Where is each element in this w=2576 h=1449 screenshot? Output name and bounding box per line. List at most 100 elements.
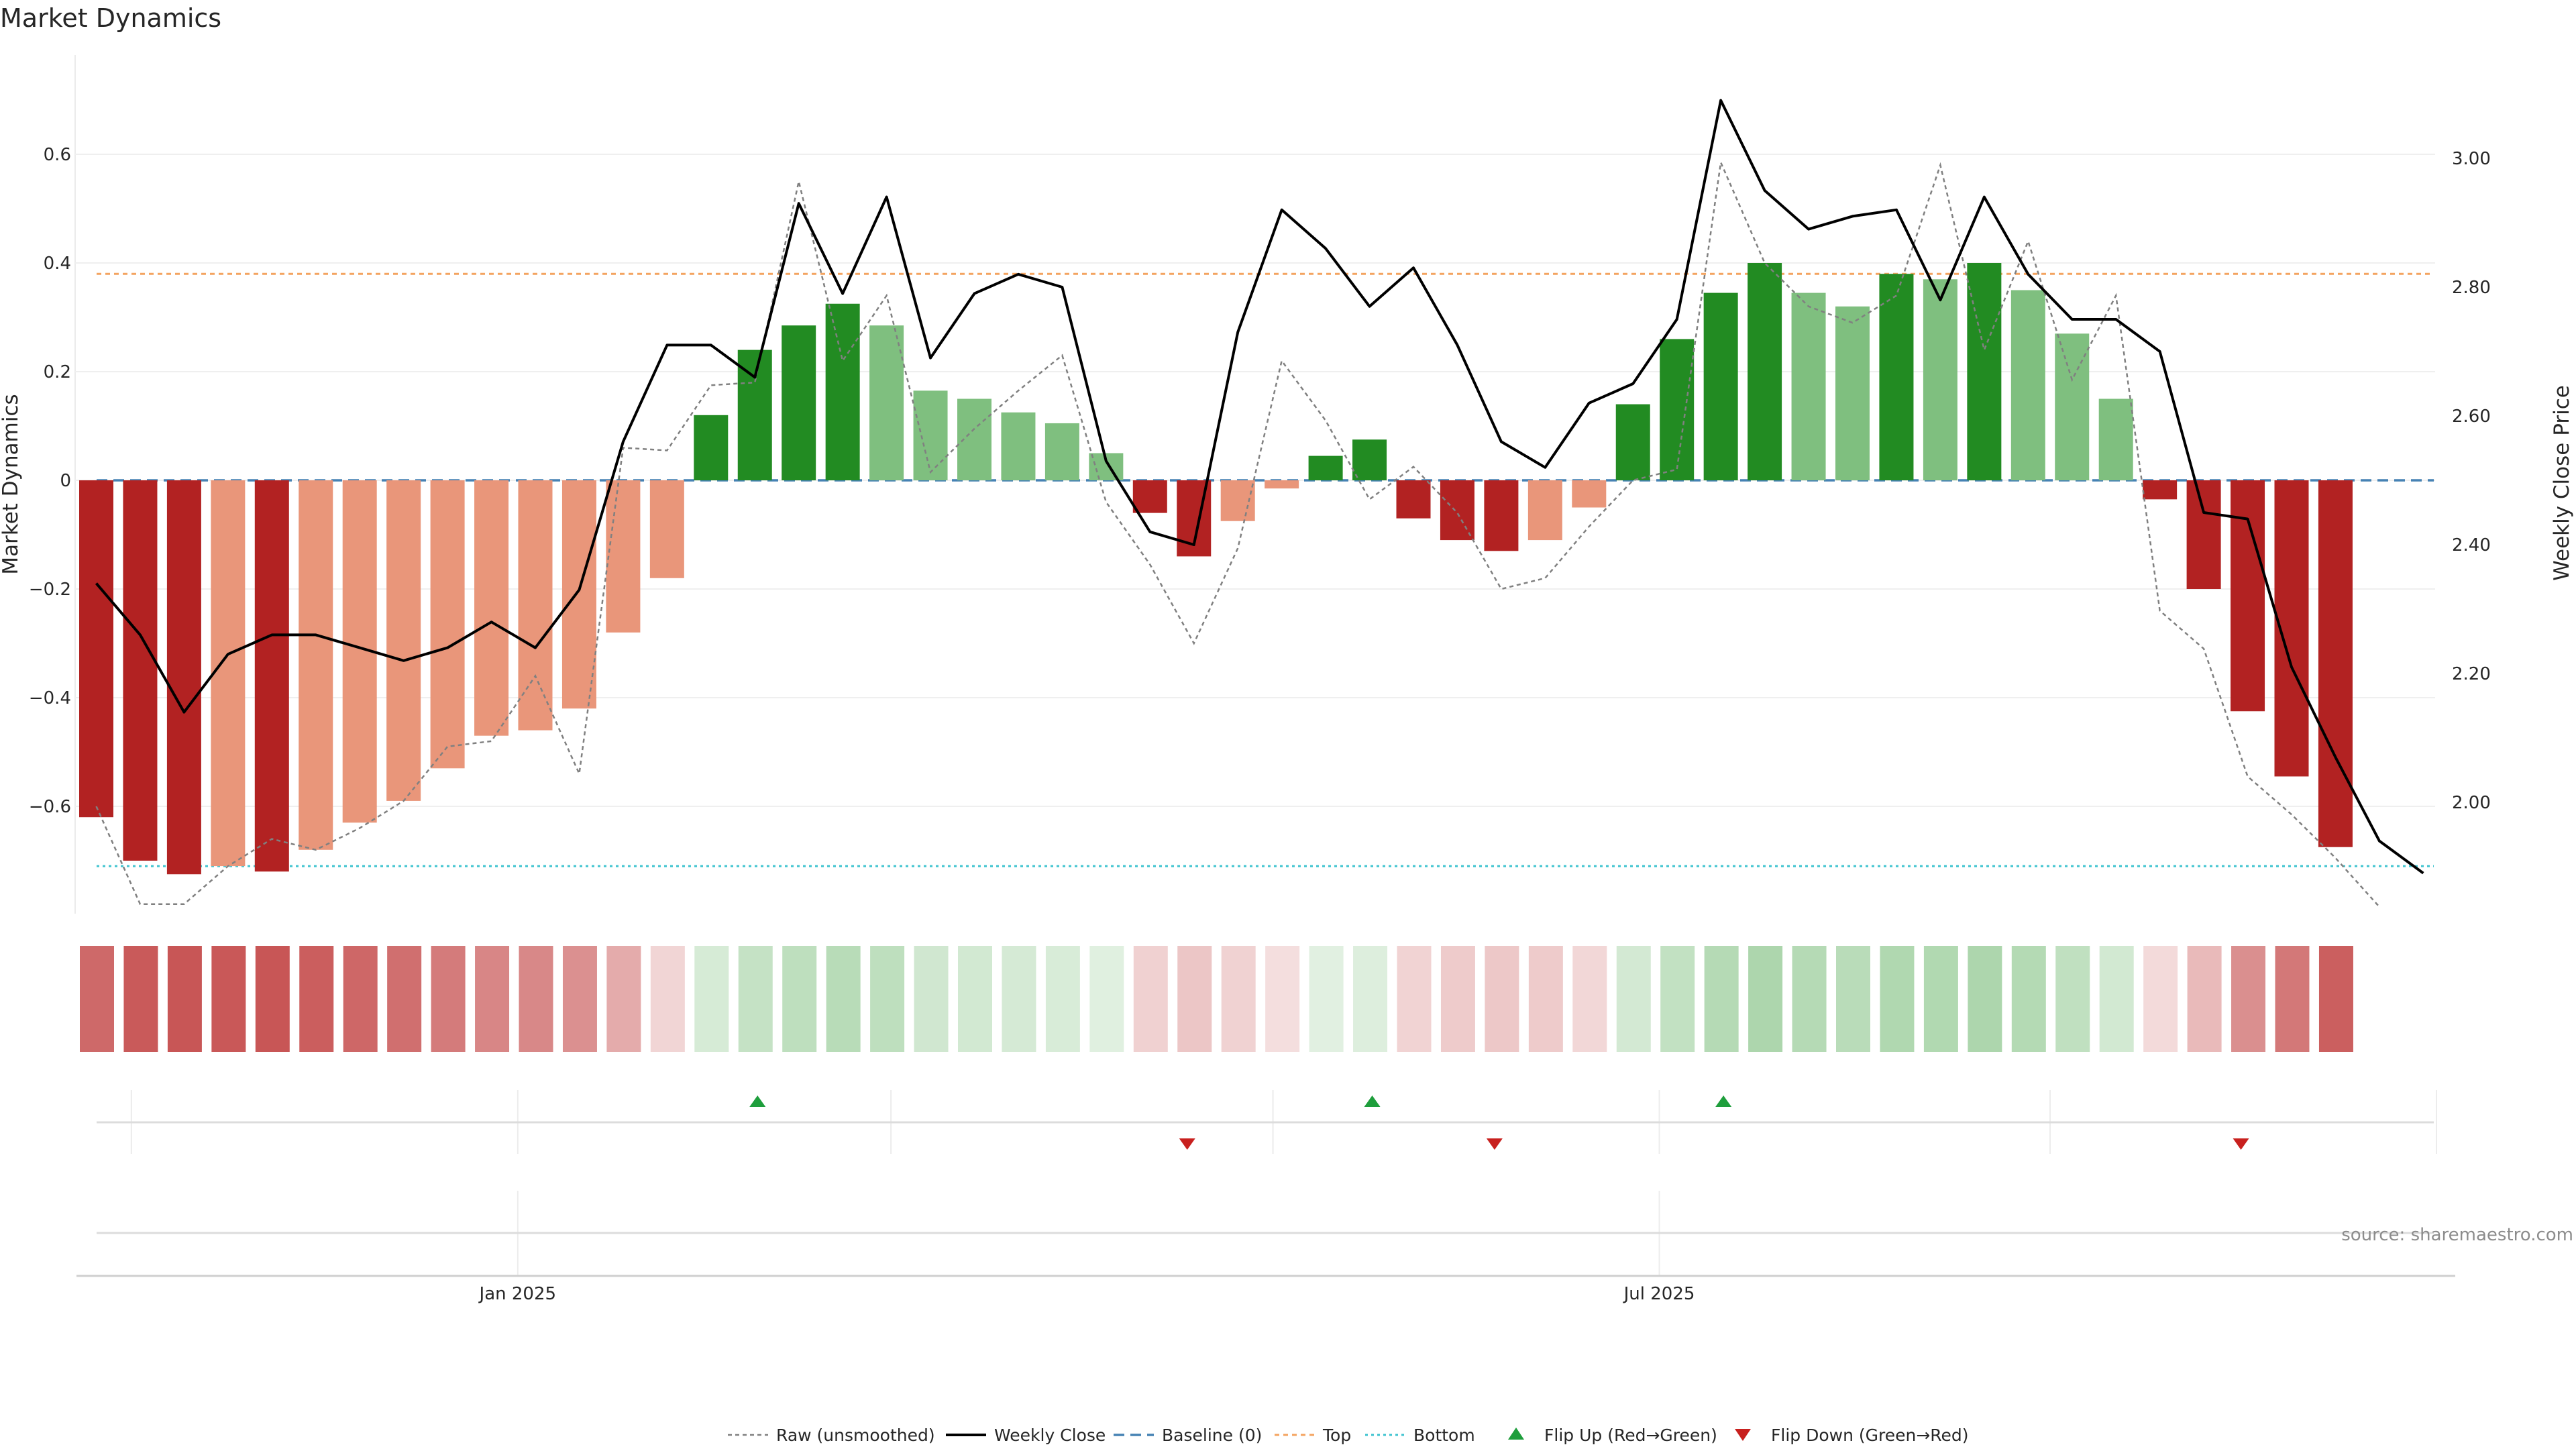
- momentum-bar: [606, 480, 641, 633]
- legend-label: Top: [1322, 1426, 1351, 1445]
- momentum-bar: [1484, 480, 1519, 551]
- chart-legend: Raw (unsmoothed) Weekly Close Baseline (0)…: [728, 1426, 1969, 1445]
- right-axis-label: Weekly Close Price: [2550, 385, 2574, 581]
- heat-cell: [1177, 946, 1212, 1052]
- momentum-bar: [2055, 333, 2090, 480]
- momentum-bar: [1703, 292, 1738, 480]
- momentum-bar: [430, 480, 465, 769]
- source-note: source: sharemaestro.com: [2341, 1225, 2573, 1245]
- flip-up-marker: [749, 1095, 766, 1107]
- flip-down-marker: [1179, 1138, 1195, 1150]
- right-tick-label: 3.00: [2452, 149, 2491, 169]
- legend-label: Bottom: [1413, 1426, 1475, 1445]
- momentum-bar: [1660, 339, 1695, 480]
- heat-cell: [387, 946, 422, 1052]
- weekly-close-line: [95, 99, 2424, 875]
- momentum-bar: [913, 390, 948, 480]
- heat-cell: [1089, 946, 1124, 1052]
- momentum-bar: [1352, 439, 1387, 480]
- momentum-bar: [1835, 306, 1870, 480]
- heat-cell: [1485, 946, 1519, 1052]
- legend-label: Flip Down (Green→Red): [1771, 1426, 1969, 1445]
- legend-swatch-flip-up: [1508, 1428, 1524, 1440]
- legend-item-raw: Raw (unsmoothed): [728, 1426, 935, 1445]
- momentum-bar: [123, 480, 158, 861]
- momentum-bar: [2010, 290, 2045, 480]
- momentum-bar: [2143, 480, 2178, 500]
- momentum-bar: [1132, 480, 1167, 513]
- momentum-bar: [782, 325, 816, 480]
- momentum-bar: [1001, 412, 1036, 480]
- momentum-bar: [737, 350, 772, 480]
- momentum-bar: [1967, 263, 2002, 480]
- momentum-bar: [1044, 423, 1079, 480]
- legend-swatch-flip-down: [1735, 1429, 1751, 1441]
- heat-cell: [782, 946, 817, 1052]
- raw-unsmoothed-series: [95, 159, 2380, 908]
- left-tick-label: −0.6: [29, 797, 71, 817]
- heat-cell: [1440, 946, 1475, 1052]
- heat-cell: [1748, 946, 1783, 1052]
- heat-cell: [431, 946, 466, 1052]
- momentum-bar: [1791, 292, 1826, 480]
- heat-cell: [2318, 946, 2353, 1052]
- heat-cell: [1572, 946, 1607, 1052]
- heat-cell: [1968, 946, 2002, 1052]
- heat-cell: [1660, 946, 1695, 1052]
- heat-cell: [1002, 946, 1036, 1052]
- momentum-bar: [2318, 480, 2353, 847]
- right-tick-label: 2.40: [2452, 535, 2491, 555]
- weekly-close-series: [95, 99, 2424, 875]
- legend-item-flipup: Flip Up (Red→Green): [1508, 1426, 1717, 1445]
- heat-cell: [2055, 946, 2090, 1052]
- heat-strip-panel: [80, 946, 2353, 1052]
- momentum-bar: [561, 480, 596, 709]
- heat-cell: [2275, 946, 2310, 1052]
- heat-cell: [2099, 946, 2134, 1052]
- momentum-bar: [254, 480, 289, 872]
- left-tick-label: 0: [60, 471, 71, 491]
- momentum-bar: [518, 480, 553, 731]
- momentum-bar: [649, 480, 684, 578]
- legend-item-baseline: Baseline (0): [1114, 1426, 1262, 1445]
- heat-cell: [826, 946, 861, 1052]
- heat-cell: [1133, 946, 1168, 1052]
- left-tick-label: 0.2: [44, 362, 71, 382]
- heat-cell: [870, 946, 905, 1052]
- left-axis-label: Market Dynamics: [0, 394, 23, 574]
- x-axis-ticks: Jan 2025 Jul 2025: [478, 1284, 1695, 1304]
- heat-cell: [1045, 946, 1080, 1052]
- momentum-bar: [79, 480, 113, 818]
- momentum-bar: [299, 480, 333, 850]
- heat-cell: [343, 946, 378, 1052]
- momentum-bars: [79, 263, 2353, 875]
- momentum-bar: [694, 415, 729, 480]
- left-tick-label: 0.6: [44, 145, 71, 165]
- date-axis-panel: Jan 2025 Jul 2025 source: sharemaestro.co…: [76, 1191, 2573, 1304]
- heat-cell: [2187, 946, 2222, 1052]
- momentum-bar: [1440, 480, 1474, 541]
- heat-cell: [80, 946, 114, 1052]
- heat-cell: [475, 946, 510, 1052]
- heat-cell: [562, 946, 597, 1052]
- x-tick-label: Jan 2025: [478, 1284, 557, 1304]
- legend-item-flipdown: Flip Down (Green→Red): [1735, 1426, 1969, 1445]
- flip-down-marker: [1486, 1138, 1503, 1150]
- legend-label: Raw (unsmoothed): [776, 1426, 935, 1445]
- heat-cell: [519, 946, 553, 1052]
- left-tick-label: −0.4: [29, 688, 71, 708]
- heat-cell: [606, 946, 641, 1052]
- right-tick-label: 2.80: [2452, 278, 2491, 298]
- heat-cell: [1923, 946, 1958, 1052]
- legend-item-close: Weekly Close: [946, 1426, 1106, 1445]
- left-tick-label: 0.4: [44, 254, 71, 274]
- heat-cell: [1309, 946, 1344, 1052]
- momentum-bar: [2186, 480, 2221, 589]
- flip-markers: [749, 1095, 2249, 1150]
- heat-cell: [650, 946, 685, 1052]
- heat-cell: [2231, 946, 2266, 1052]
- heat-cell: [1792, 946, 1827, 1052]
- right-axis-ticks: 3.00 2.80 2.60 2.40 2.20 2.00: [2452, 149, 2491, 813]
- momentum-bar: [2231, 480, 2265, 712]
